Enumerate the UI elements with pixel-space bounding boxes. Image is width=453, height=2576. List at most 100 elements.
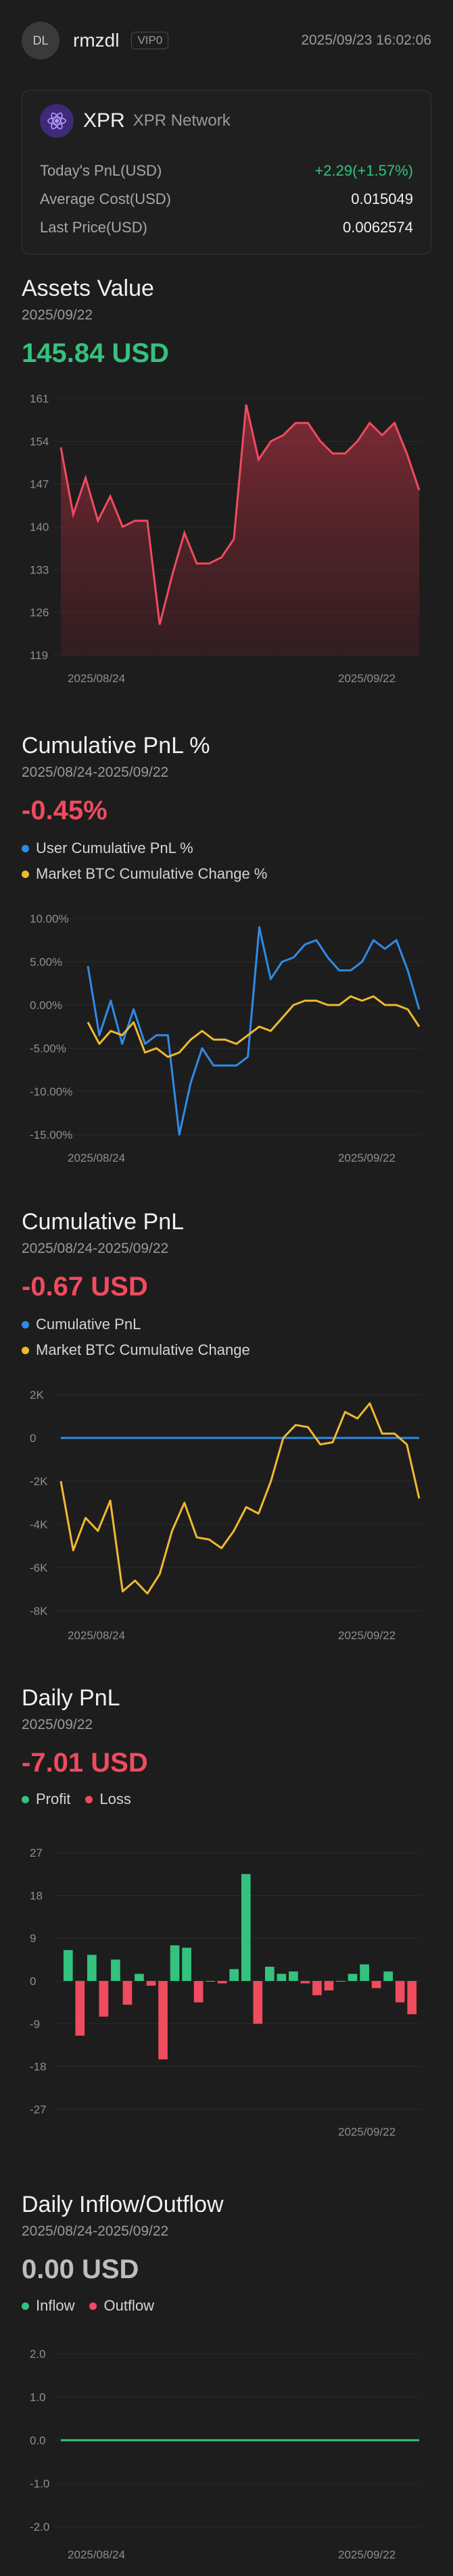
legend-outflow[interactable]: Outflow — [89, 2297, 154, 2315]
y-tick-label: -1.0 — [30, 2477, 49, 2490]
pnl-bar — [146, 1981, 156, 1986]
legend-loss[interactable]: Loss — [85, 1791, 131, 1808]
cumulative-pnl-title: Cumulative PnL — [22, 1209, 185, 1235]
coin-symbol: XPR — [83, 109, 125, 132]
pnl-bar — [111, 1959, 120, 1981]
cumulative-pnl-pct-section: Cumulative PnL % 2025/08/24-2025/09/22 -… — [22, 733, 431, 883]
y-tick-label: 140 — [30, 521, 49, 534]
y-tick-label: 0 — [30, 1432, 36, 1445]
inflow-outflow-section: Daily Inflow/Outflow 2025/08/24-2025/09/… — [22, 2192, 431, 2315]
blue-dot-icon — [22, 1320, 29, 1329]
legend-inflow[interactable]: Inflow — [22, 2297, 74, 2315]
x-tick-label: 2025/08/24 — [68, 2548, 125, 2561]
yellow-dot-icon — [22, 870, 29, 878]
pnl-bar — [324, 1981, 334, 1991]
legend-market-btc-pct[interactable]: Market BTC Cumulative Change % — [22, 865, 431, 883]
pnl-bar — [300, 1981, 310, 1984]
pnl-bar — [336, 1981, 345, 1982]
pnl-bar — [241, 1874, 251, 1981]
daily-pnl-legend: Profit Loss — [22, 1791, 431, 1808]
coin-name: XPR Network — [133, 111, 231, 130]
x-tick-label: 2025/08/24 — [68, 672, 125, 685]
legend-profit[interactable]: Profit — [22, 1791, 70, 1808]
area-fill — [61, 405, 419, 655]
y-tick-label: 5.00% — [30, 956, 62, 969]
assets-value-amount: 145.84 USD — [22, 338, 169, 368]
inflow-outflow-legend: Inflow Outflow — [22, 2297, 431, 2315]
y-tick-label: -6K — [30, 1562, 48, 1574]
x-tick-label: 2025/09/22 — [338, 672, 396, 685]
daily-pnl-section: Daily PnL 2025/09/22 -7.01 USD Profit Lo… — [22, 1685, 431, 1808]
legend-cumulative-pnl[interactable]: Cumulative PnL — [22, 1316, 431, 1333]
pnl-bar — [371, 1981, 381, 1988]
y-tick-label: -8K — [30, 1605, 48, 1618]
x-tick-label: 2025/09/22 — [338, 1629, 396, 1642]
x-tick-label: 2025/09/22 — [338, 2126, 396, 2138]
x-tick-label: 2025/08/24 — [68, 1152, 125, 1164]
xpr-atom-icon — [40, 104, 74, 138]
legend-label: Market BTC Cumulative Change % — [36, 865, 268, 882]
y-tick-label: -18 — [30, 2061, 47, 2073]
y-tick-label: 161 — [30, 392, 49, 405]
cumulative-pnl-pct-value: -0.45% — [22, 796, 108, 825]
y-tick-label: 27 — [30, 1847, 43, 1859]
y-tick-label: -2K — [30, 1475, 48, 1488]
avatar[interactable]: DL — [22, 22, 59, 59]
legend-market-btc[interactable]: Market BTC Cumulative Change — [22, 1341, 431, 1359]
average-cost-row: Average Cost(USD) 0.015049 — [40, 190, 413, 208]
pnl-bar — [158, 1981, 168, 2060]
legend-user-pnl-pct[interactable]: User Cumulative PnL % — [22, 840, 431, 857]
legend-label: Profit — [36, 1791, 71, 1807]
asset-card[interactable]: XPR XPR Network Today's PnL(USD) +2.29(+… — [22, 90, 431, 255]
username: rmzdl — [73, 30, 120, 51]
assets-value-title: Assets Value — [22, 276, 154, 301]
y-tick-label: -27 — [30, 2103, 47, 2116]
cumulative-pnl-pct-chart[interactable]: 10.00% 5.00% 0.00% -5.00% -10.00% -15.00% 2025… — [0, 898, 453, 1168]
y-tick-label: 0.0 — [30, 2434, 46, 2447]
cumulative-pnl-chart[interactable]: 2K 0 -2K -4K -6K -8K 2025/08/24 2025/09/22 — [0, 1374, 453, 1645]
y-tick-label: 2K — [30, 1389, 44, 1401]
y-tick-label: 0 — [30, 1975, 36, 1988]
last-price-label: Last Price(USD) — [40, 219, 147, 236]
y-tick-label: 0.00% — [30, 999, 62, 1012]
pnl-bar — [312, 1981, 322, 1996]
daily-pnl-date: 2025/09/22 — [22, 1717, 93, 1732]
pnl-bar — [348, 1974, 358, 1981]
assets-value-line — [59, 404, 421, 625]
cumulative-pnl-section: Cumulative PnL 2025/08/24-2025/09/22 -0.… — [22, 1209, 431, 1359]
daily-pnl-title: Daily PnL — [22, 1685, 120, 1711]
pnl-bar — [135, 1974, 144, 1981]
header: DL rmzdl VIP0 2025/09/23 16:02:06 — [22, 20, 431, 61]
red-dot-icon — [85, 1795, 93, 1803]
todays-pnl-value: +2.29(+1.57%) — [314, 162, 413, 179]
inflow-outflow-title: Daily Inflow/Outflow — [22, 2192, 224, 2217]
pnl-bar — [217, 1981, 227, 1984]
average-cost-value: 0.015049 — [351, 190, 413, 207]
y-tick-label: 147 — [30, 478, 49, 491]
assets-value-chart[interactable]: 161 154 147 140 133 126 119 2025/08/24 2025/09/2… — [0, 385, 453, 702]
last-price-value: 0.0062574 — [343, 219, 413, 236]
pnl-bar — [193, 1981, 204, 2003]
daily-pnl-chart[interactable]: 27 18 9 0 -9 -18 -27 2025/09/22 — [0, 1830, 453, 2195]
yellow-dot-icon — [22, 1346, 29, 1354]
timestamp: 2025/09/23 16:02:06 — [301, 32, 431, 48]
assets-value-section: Assets Value 2025/09/22 145.84 USD — [22, 276, 431, 369]
y-tick-label: 9 — [30, 1932, 36, 1945]
pnl-bar — [360, 1964, 369, 1981]
x-tick-label: 2025/09/22 — [338, 1152, 396, 1164]
pnl-bar — [206, 1981, 216, 1982]
inflow-outflow-chart[interactable]: 2.0 1.0 0.0 -1.0 -2.0 2025/08/24 2025/09/22 — [0, 2334, 453, 2570]
inflow-outflow-date: 2025/08/24-2025/09/22 — [22, 2223, 169, 2239]
pnl-bar — [264, 1966, 275, 1981]
green-dot-icon — [22, 1795, 29, 1803]
y-tick-label: -15.00% — [30, 1129, 72, 1141]
last-price-row: Last Price(USD) 0.0062574 — [40, 219, 413, 236]
pnl-bar — [182, 1947, 191, 1981]
pnl-bar — [277, 1974, 287, 1981]
cumulative-pnl-pct-title: Cumulative PnL % — [22, 733, 210, 758]
series-line-2 — [87, 995, 421, 1058]
pnl-bar — [253, 1981, 263, 2024]
pnl-bar — [63, 1950, 73, 1981]
pnl-bar — [383, 1971, 394, 1981]
y-tick-label: 1.0 — [30, 2391, 46, 2404]
